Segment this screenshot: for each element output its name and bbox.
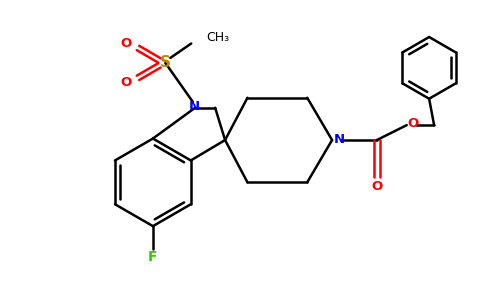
Text: CH₃: CH₃: [206, 31, 229, 44]
Text: O: O: [408, 117, 419, 130]
Text: F: F: [148, 250, 158, 264]
Text: N: N: [334, 133, 345, 146]
Text: O: O: [121, 76, 132, 89]
Text: S: S: [160, 56, 171, 70]
Text: N: N: [189, 100, 200, 113]
Text: O: O: [372, 180, 383, 193]
Text: O: O: [121, 37, 132, 50]
